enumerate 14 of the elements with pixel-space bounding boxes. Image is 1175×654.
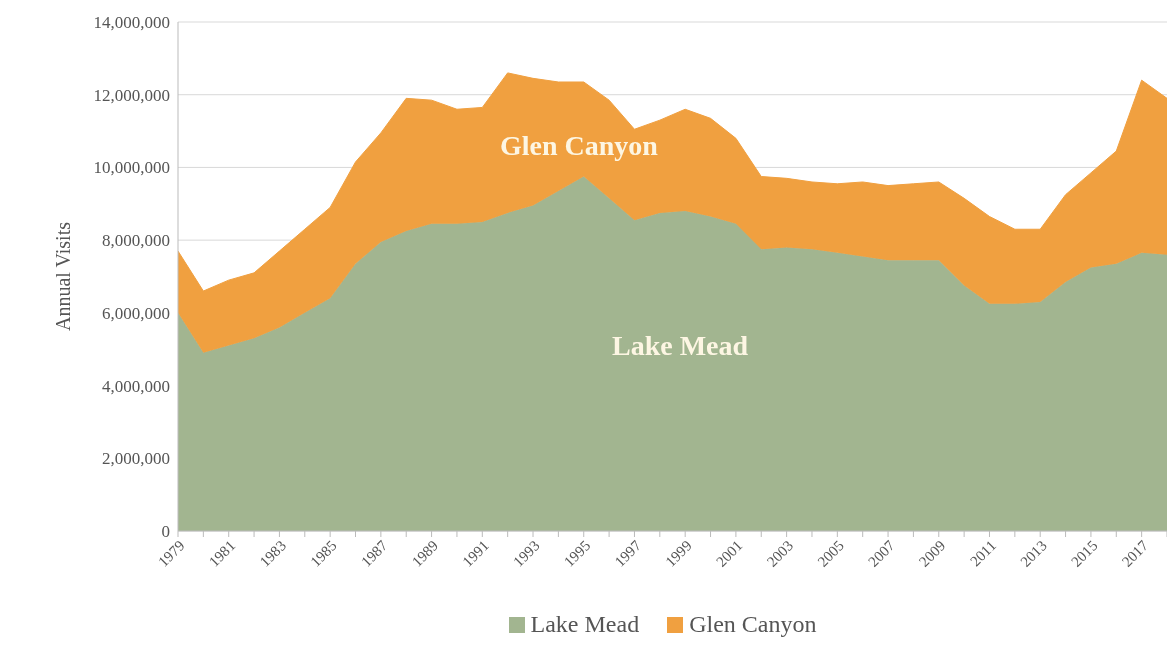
legend-label: Glen Canyon [689,611,817,638]
annotation: Glen Canyon [500,130,658,162]
y-tick-label: 10,000,000 [93,158,170,178]
y-axis-title: Annual Visits [52,221,75,331]
y-tick-label: 12,000,000 [93,85,170,105]
y-tick-label: 0 [161,522,170,542]
legend-label: Lake Mead [530,611,640,638]
y-tick-label: 4,000,000 [102,376,170,396]
y-tick-label: 8,000,000 [102,231,170,251]
y-tick-label: 6,000,000 [102,303,170,323]
x-tick-label: 2011 [967,537,1000,570]
y-tick-label: 14,000,000 [93,13,170,33]
y-tick-label: 2,000,000 [102,449,170,469]
annotation: Lake Mead [612,330,749,362]
